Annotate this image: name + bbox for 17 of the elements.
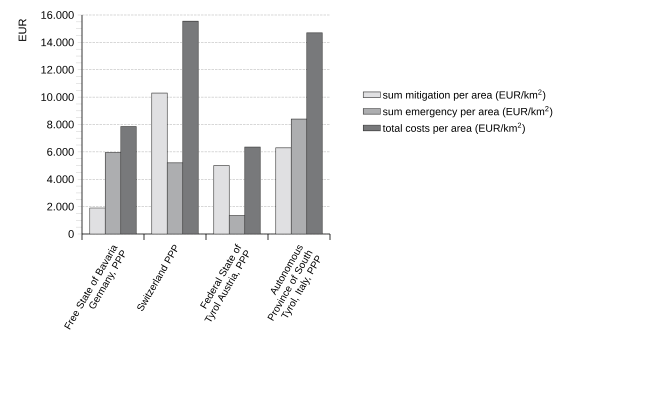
y-tick-label: 6.000 — [47, 148, 74, 156]
y-tick-label: 16.000 — [41, 11, 74, 19]
y-tick-label: 10.000 — [41, 93, 74, 102]
legend-label: total costs per area (EUR/km$^{2}$) — [382, 122, 525, 134]
y-tick-label: 0 — [68, 230, 74, 238]
bar — [182, 20, 199, 234]
y-tick-label: 8.000 — [47, 120, 74, 128]
bar — [306, 32, 323, 234]
y-tick-label: 14.000 — [41, 38, 74, 46]
legend-label: sum mitigation per area (EUR/km$^{2}$) — [382, 89, 546, 101]
bar — [244, 146, 261, 234]
y-tick-label: 4.000 — [46, 175, 74, 184]
y-tick-label: 2.000 — [47, 202, 74, 211]
legend-label: sum emergency per area (EUR/km$^{2}$) — [382, 106, 552, 118]
bar — [120, 126, 137, 234]
y-axis-title: EUR — [18, 19, 26, 41]
y-tick-label: 12.000 — [41, 66, 74, 74]
